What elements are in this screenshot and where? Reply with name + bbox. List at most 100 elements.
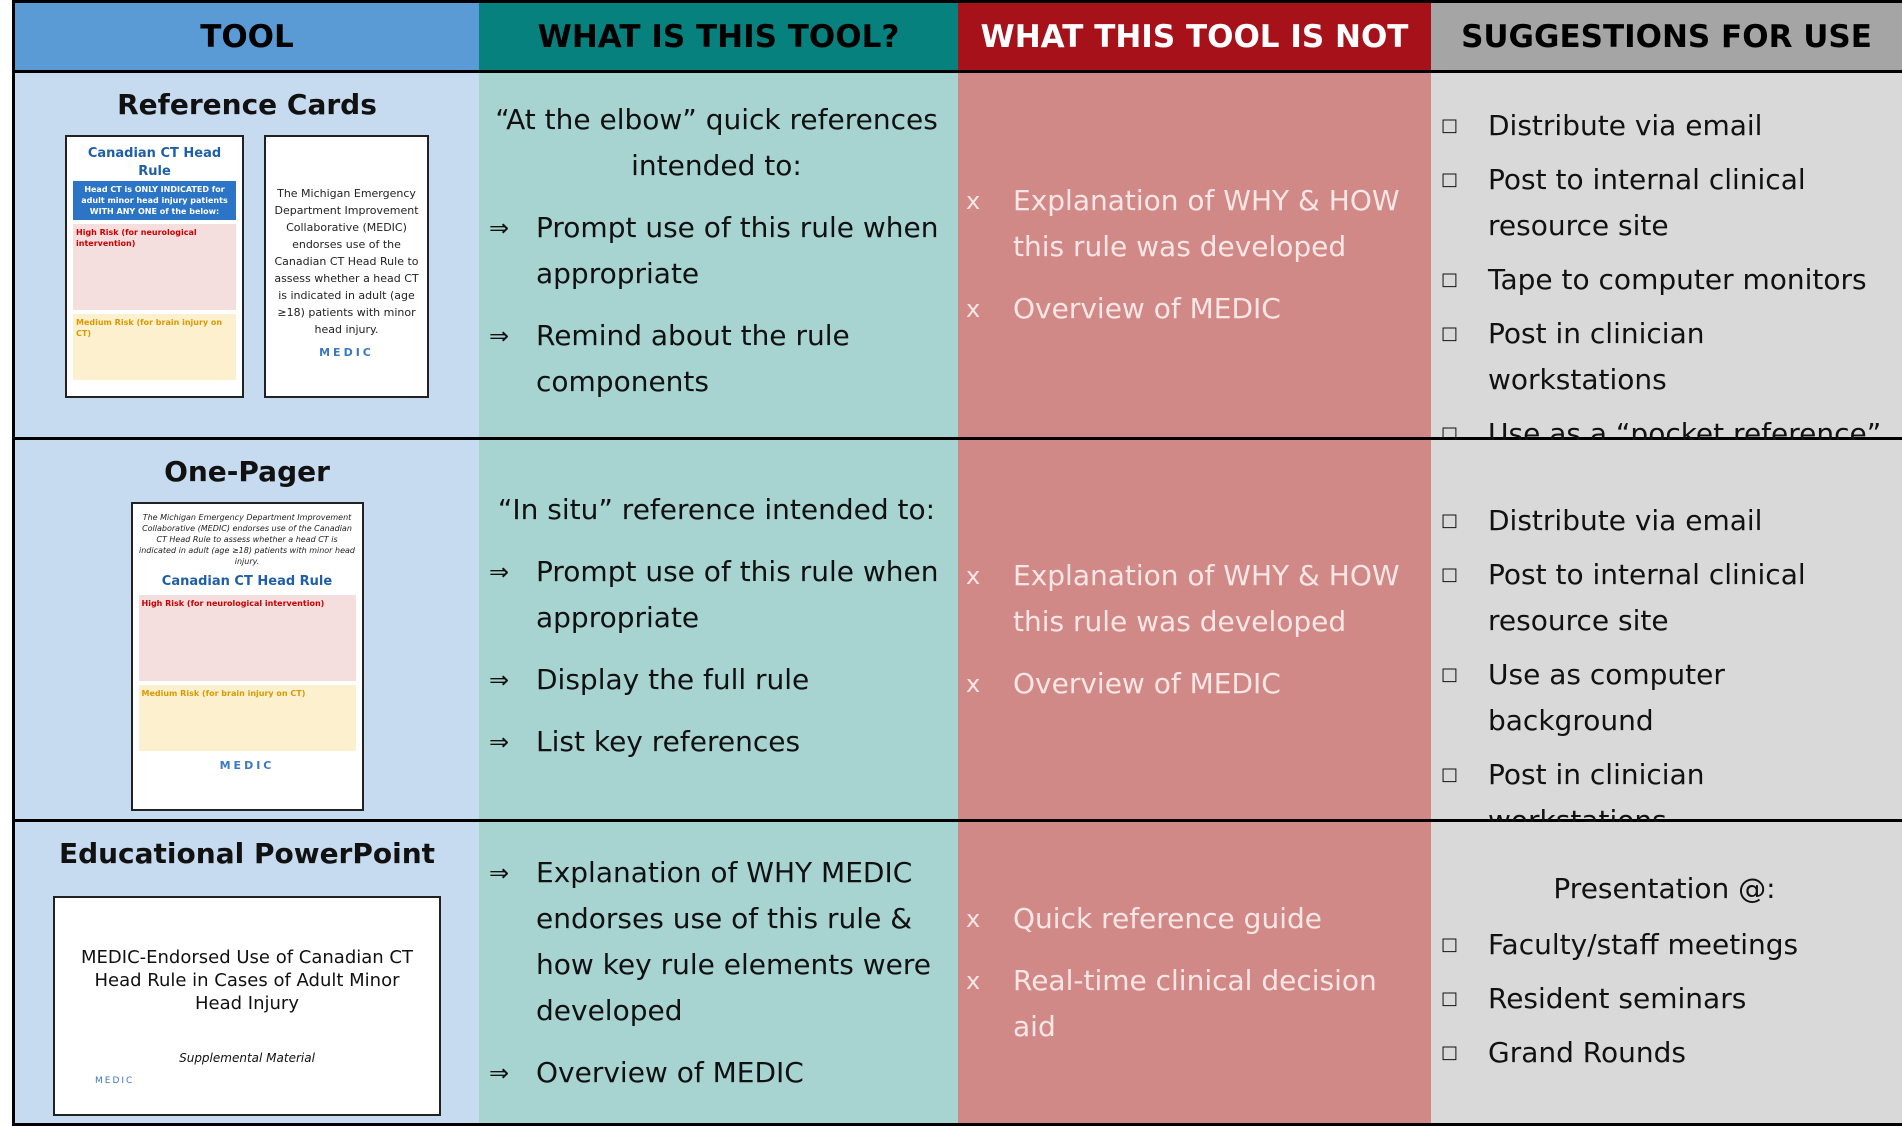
item-text: Tape to computer monitors [1488, 263, 1867, 296]
column-header: WHAT IS THIS TOOL? [479, 0, 958, 73]
list-item: □ Faculty/staff meetings [1441, 922, 1888, 968]
item-text: Explanation of WHY & HOW this rule was d… [1013, 558, 1400, 638]
list-item: x Real-time clinical decision aid [966, 958, 1411, 1050]
not-cell: x Explanation of WHY & HOW this rule was … [958, 440, 1431, 822]
slide-title: MEDIC-Endorsed Use of Canadian CT Head R… [81, 947, 413, 1014]
thumbnails: Canadian CT Head Rule Head CT is ONLY IND… [65, 135, 429, 398]
bullet-marker: x [966, 669, 981, 698]
bullet-marker: □ [1441, 323, 1459, 344]
list-item: □ Use as computer background [1441, 652, 1888, 744]
bullet-marker: x [966, 561, 981, 590]
bullet-marker: □ [1441, 510, 1459, 531]
item-text: Grand Rounds [1488, 1036, 1686, 1069]
intro-text: “At the elbow” quick references intended… [495, 103, 938, 182]
card-section: High Risk (for neurological intervention… [138, 595, 356, 681]
intro-text: “In situ” reference intended to: [497, 492, 936, 526]
tool-cell: One-Pager The Michigan Emergency Departme… [15, 440, 479, 822]
list-item: x Explanation of WHY & HOW this rule was … [966, 178, 1411, 270]
item-text: Quick reference guide [1013, 901, 1322, 935]
item-text: Overview of MEDIC [1013, 292, 1281, 325]
bullet-marker: □ [1441, 934, 1459, 955]
bullet-marker: □ [1441, 988, 1459, 1009]
list-item: ⇒ Explanation of WHY MEDIC endorses use o… [489, 850, 944, 1034]
item-text: Post to internal clinical resource site [1488, 163, 1806, 242]
item-text: Resident seminars [1488, 982, 1747, 1015]
tool-title: Reference Cards [117, 88, 377, 121]
item-text: Real-time clinical decision aid [1013, 963, 1377, 1043]
bullet-marker: ⇒ [489, 858, 510, 887]
slide-thumbnail: MEDIC-Endorsed Use of Canadian CT Head R… [53, 896, 441, 1116]
item-text: Post to internal clinical resource site [1488, 558, 1806, 637]
item-text: Prompt use of this rule when appropriate [536, 554, 939, 634]
bullet-marker: □ [1441, 423, 1459, 444]
card-thumbnail: The Michigan Emergency Department Improv… [264, 135, 429, 398]
card-body: The Michigan Emergency Department Improv… [274, 187, 419, 336]
list-item: x Explanation of WHY & HOW this rule was … [966, 553, 1411, 645]
tool-title: Educational PowerPoint [58, 837, 436, 870]
card-section: Medium Risk (for brain injury on CT) [73, 314, 236, 380]
item-text: Distribute via email [1488, 109, 1763, 142]
bullet-marker: □ [1441, 564, 1459, 585]
card-heading: Canadian CT Head Rule [161, 574, 333, 589]
what-is-cell: “In situ” reference intended to: ⇒ Prompt … [479, 440, 958, 822]
list-item: ⇒ Display the full rule [489, 657, 944, 703]
suggestions-cell: Presentation @: □ Faculty/staff meetings □ R… [1431, 822, 1902, 1126]
list-item: ⇒ List key references [489, 719, 944, 765]
list-item: ⇒ Remind about the rule components [489, 313, 944, 405]
tool-table: TOOL WHAT IS THIS TOOL? WHAT THIS TOOL IS … [12, 0, 1902, 1126]
item-text: Faculty/staff meetings [1488, 928, 1799, 961]
item-text: Explanation of WHY MEDIC endorses use of… [536, 855, 931, 1027]
bullet-marker: ⇒ [489, 322, 510, 350]
logo: MEDIC [319, 346, 374, 359]
tool-cell: Reference Cards Canadian CT Head Rule Head… [15, 73, 479, 440]
card-heading: Canadian CT Head Rule [87, 146, 222, 179]
what-is-cell: ⇒ Explanation of WHY MEDIC endorses use o… [479, 822, 958, 1126]
card-thumbnail: Canadian CT Head Rule Head CT is ONLY IND… [65, 135, 244, 398]
suggestions-cell: □ Distribute via email □ Post to internal c… [1431, 73, 1902, 450]
not-cell: x Explanation of WHY & HOW this rule was … [958, 73, 1431, 440]
thumbnails: The Michigan Emergency Department Improv… [130, 502, 364, 811]
list-item: □ Tape to computer monitors [1441, 257, 1888, 303]
bullet-marker: □ [1441, 764, 1459, 785]
item-text: Display the full rule [536, 662, 810, 696]
tool-cell: Educational PowerPoint MEDIC-Endorsed Use… [15, 822, 479, 1126]
slide-subtitle: Supplemental Material [179, 1051, 315, 1065]
card-lead: The Michigan Emergency Department Improv… [139, 513, 355, 566]
list-item: □ Post in clinician workstations [1441, 311, 1888, 403]
bullet-marker: ⇒ [489, 214, 510, 242]
item-text: Prompt use of this rule when appropriate [536, 211, 939, 290]
thumbnails: MEDIC-Endorsed Use of Canadian CT Head R… [53, 884, 441, 1116]
what-is-cell: “At the elbow” quick references intended… [479, 73, 958, 440]
bullet-marker: x [966, 966, 981, 995]
list-item: x Overview of MEDIC [966, 661, 1411, 707]
list-item: x Quick reference guide [966, 896, 1411, 942]
list-item: □ Resident seminars [1441, 976, 1888, 1022]
bullet-marker: x [966, 187, 981, 215]
bullet-marker: □ [1441, 115, 1459, 136]
bullet-marker: □ [1441, 1042, 1459, 1063]
suggestions-cell: □ Distribute via email □ Post to internal c… [1431, 440, 1902, 837]
list-item: ⇒ Prompt use of this rule when appropriat… [489, 549, 944, 641]
list-item: □ Distribute via email [1441, 103, 1888, 149]
bullet-marker: ⇒ [489, 665, 510, 694]
item-text: Remind about the rule components [536, 319, 850, 398]
item-text: Distribute via email [1488, 504, 1763, 537]
column-header: SUGGESTIONS FOR USE [1431, 0, 1902, 73]
card-section: High Risk (for neurological intervention… [73, 224, 236, 310]
bullet-marker: ⇒ [489, 557, 510, 586]
not-cell: x Quick reference guide x Real-time clinica… [958, 822, 1431, 1126]
logo: MEDIC [219, 759, 275, 772]
bullet-marker: ⇒ [489, 1058, 510, 1087]
column-header: WHAT THIS TOOL IS NOT [958, 0, 1431, 73]
bullet-marker: □ [1441, 269, 1459, 290]
list-item: □ Post to internal clinical resource site [1441, 552, 1888, 644]
bullet-marker: x [966, 904, 981, 933]
logo: MEDIC [95, 1076, 135, 1086]
bullet-marker: x [966, 295, 981, 323]
item-text: Explanation of WHY & HOW this rule was d… [1013, 184, 1400, 263]
list-item: ⇒ Overview of MEDIC [489, 1050, 944, 1096]
bullet-marker: ⇒ [489, 727, 510, 756]
bullet-marker: □ [1441, 664, 1459, 685]
list-item: □ Distribute via email [1441, 498, 1888, 544]
item-text: List key references [536, 724, 801, 758]
